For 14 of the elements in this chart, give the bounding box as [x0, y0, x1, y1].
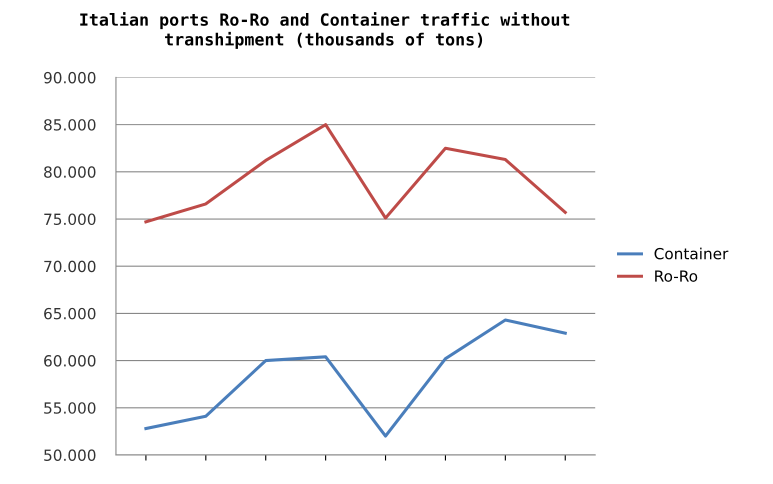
line-series: [144, 123, 567, 224]
legend-label: Ro-Ro: [655, 270, 698, 282]
y-tick-label: 65.000: [44, 308, 96, 320]
line-series: [144, 318, 567, 438]
y-tick-label: 85.000: [44, 119, 96, 131]
legend-label: Container: [654, 248, 728, 260]
y-tick-label: 80.000: [44, 166, 96, 178]
y-tick-label: 75.000: [44, 213, 96, 226]
y-tick-label: 60.000: [44, 355, 96, 367]
y-tick-label: 55.000: [44, 402, 96, 414]
chart-title: Italian ports Ro-Ro and Container traffic without transhipment (thousands of tons): [80, 12, 570, 49]
y-tick-label: 70.000: [44, 260, 96, 272]
y-tick-label: 50.000: [44, 449, 96, 461]
y-tick-label: 90.000: [44, 72, 96, 84]
